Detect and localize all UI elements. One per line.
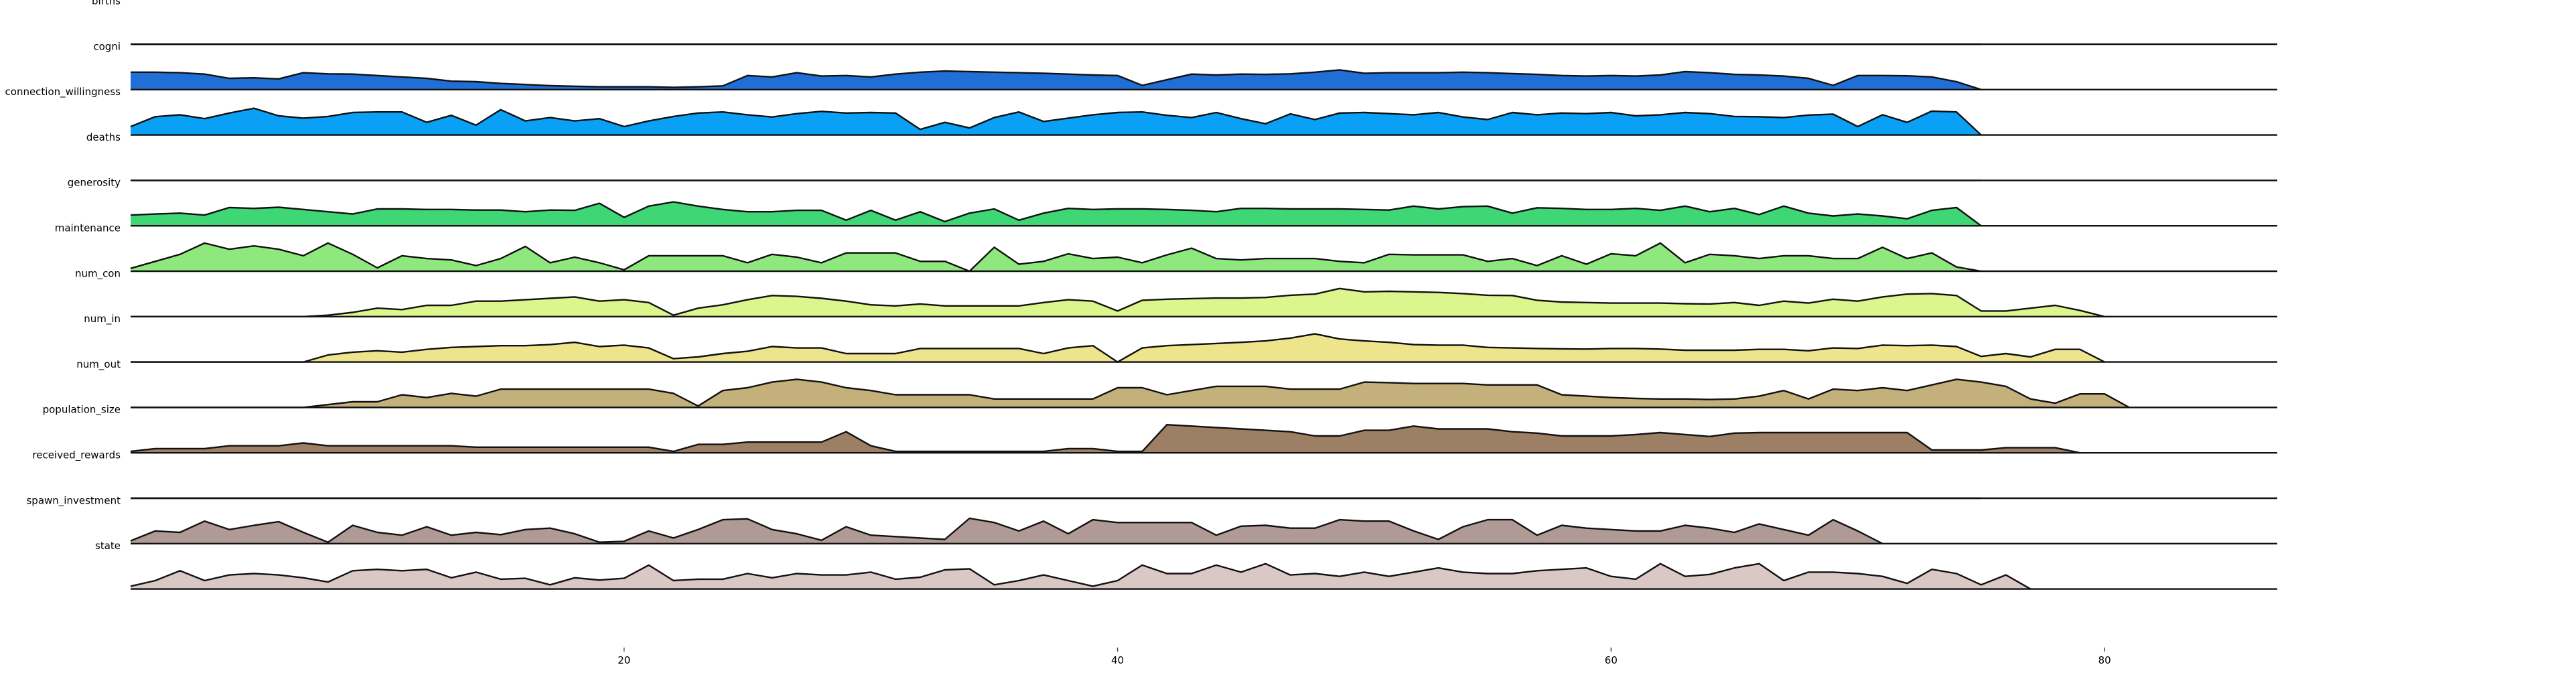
x-tick-label: 80 [2098,654,2111,666]
ridge-area [131,518,1883,544]
ridge-births: births [92,0,2277,46]
ridge-area [131,379,2129,408]
ridge-connection-willingness: connection_willingness [5,86,2277,136]
ridge-line [130,242,1982,273]
ridge-line [130,107,1982,136]
ridge-line [130,517,1883,544]
ridge-area [131,202,1981,226]
series-label: connection_willingness [5,86,121,98]
ridge-line [130,424,2080,454]
ridge-line [130,563,2031,590]
ridge-received-rewards: received_rewards [32,449,2277,500]
series-label: generosity [68,177,121,189]
ridge-num-in: num_in [84,313,2277,363]
series-label: births [92,0,121,7]
ridge-area [131,243,1981,271]
ridge-area [131,108,1981,135]
series-label: population_size [43,404,121,417]
ridge-area [131,563,2031,589]
ridge-line [130,201,1982,227]
ridge-spawn-investment: spawn_investment [26,494,2277,544]
ridge-state: state [95,540,2277,590]
ridge-line [131,378,2130,408]
series-label: cogni [93,40,121,52]
x-tick-label: 20 [618,654,630,666]
ridge-area [131,425,2080,453]
x-axis: 20 40 60 80 [618,648,2111,666]
series-label: received_rewards [32,449,121,462]
series-label: state [95,540,121,552]
ridge-population-size: population_size [43,404,2277,454]
ridge-line [131,287,2105,317]
ridge-maintenance: maintenance [55,222,2277,273]
series-label: num_out [76,358,121,371]
ridge-area [131,70,1981,90]
x-tick-label: 60 [1605,654,1618,666]
series-label: spawn_investment [26,494,121,507]
ridge-deaths: deaths [86,131,2277,181]
ridge-area [131,288,2105,317]
series-label: maintenance [55,222,121,234]
x-tick-label: 40 [1111,654,1124,666]
ridge-line [131,69,1982,90]
ridge-num-out: num_out [76,358,2277,408]
ridge-area [131,333,2105,362]
ridge-num-con: num_con [75,267,2277,317]
series-label: num_con [75,267,121,280]
series-label: num_in [84,313,121,325]
ridge-cogni: cogni [93,40,2277,91]
series-label: deaths [86,131,121,143]
ridge-generosity: generosity [68,177,2277,227]
